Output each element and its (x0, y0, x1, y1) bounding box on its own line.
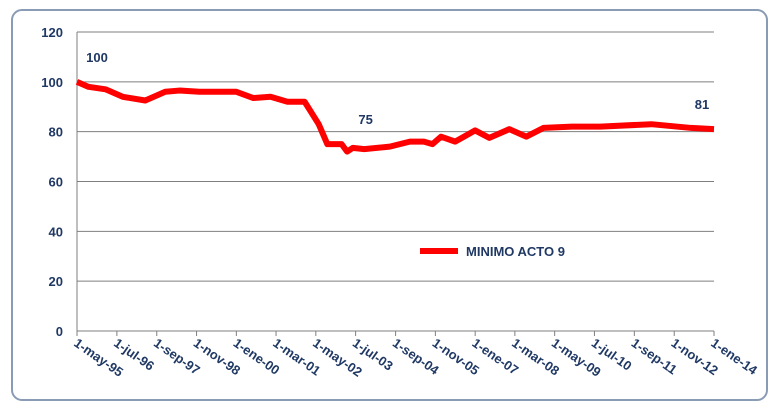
y-tick-label: 80 (49, 125, 63, 140)
y-tick-label: 0 (56, 324, 63, 339)
chart-frame (11, 9, 768, 401)
line-series (75, 79, 715, 155)
legend-label: MINIMO ACTO 9 (466, 244, 565, 259)
y-tick-label: 120 (41, 25, 63, 40)
data-label: 100 (86, 50, 108, 65)
y-tick-label: 40 (49, 224, 63, 239)
y-tick-label: 100 (41, 75, 63, 90)
data-label: 81 (695, 97, 709, 112)
data-label: 75 (358, 112, 372, 127)
y-tick-label: 20 (49, 274, 63, 289)
y-tick-label: 60 (49, 175, 63, 190)
